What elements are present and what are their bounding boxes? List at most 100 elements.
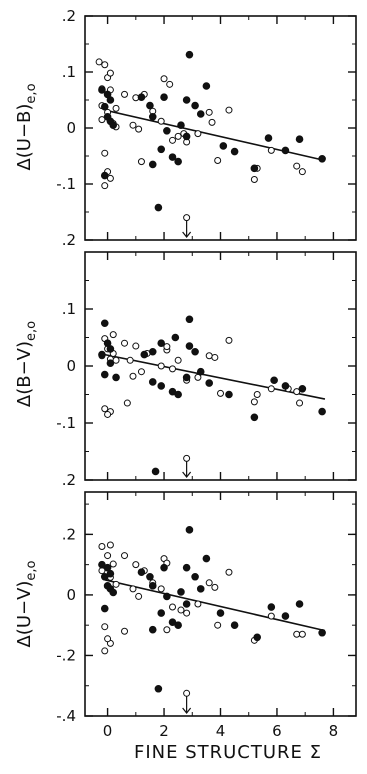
fit-line-ub: [104, 109, 326, 162]
filled-point-bv: [100, 370, 109, 379]
open-point-ub: [160, 75, 168, 83]
filled-point-uv: [230, 621, 239, 629]
open-point-uv: [132, 561, 140, 569]
open-point-uv: [163, 626, 171, 634]
y-tick-label-uv: -.4: [56, 707, 76, 725]
filled-point-bv: [157, 339, 166, 348]
filled-point-bv: [182, 373, 191, 382]
filled-point-ub: [230, 147, 239, 156]
open-point-bv: [194, 373, 202, 381]
open-point-ub: [225, 106, 233, 114]
open-point-ub: [298, 168, 306, 176]
panel-bv: .2 -.1 0 .1 Δ(B−V)e,o: [14, 251, 357, 489]
upper-limit-point-bv: [183, 454, 191, 462]
y-axis-label-uv: Δ(U−V)e,o: [14, 560, 39, 647]
open-point-ub: [194, 130, 202, 138]
open-point-ub: [135, 125, 143, 133]
panel-ub: .2 -.1 0 .1 .2 Δ(U−B)e,o: [14, 7, 357, 249]
filled-point-ub: [219, 142, 228, 150]
open-point-uv: [211, 583, 219, 591]
plot-frame-bv: [84, 251, 357, 481]
open-point-uv: [112, 580, 120, 588]
filled-point-bv: [157, 382, 166, 390]
filled-point-ub: [146, 101, 154, 110]
filled-point-ub: [250, 164, 259, 173]
x-tick-label-uv: 2: [159, 722, 169, 740]
open-point-ub: [106, 174, 114, 182]
y-tick-label-ub: .1: [62, 63, 76, 81]
filled-point-bv: [140, 350, 149, 359]
open-point-ub: [293, 162, 301, 170]
open-point-bv: [157, 362, 165, 370]
open-point-uv: [194, 600, 202, 608]
open-point-ub: [267, 146, 275, 154]
open-point-uv: [267, 612, 275, 620]
open-point-uv: [121, 627, 129, 635]
y-axis-label-bv: Δ(B−V)e,o: [14, 321, 39, 407]
filled-point-uv: [109, 588, 118, 597]
filled-point-uv: [98, 560, 106, 569]
open-point-uv: [129, 585, 137, 593]
open-point-ub: [112, 104, 120, 112]
y-tick-label-bv: 0: [66, 357, 76, 375]
upper-limit-point-ub: [183, 214, 191, 222]
upper-limit-point-uv: [183, 689, 191, 697]
filled-point-ub: [148, 160, 157, 169]
open-point-bv: [225, 336, 233, 344]
open-point-ub: [137, 158, 145, 166]
fit-line-uv: [104, 579, 326, 632]
filled-point-bv: [191, 347, 199, 356]
filled-point-ub: [174, 157, 182, 166]
open-point-bv: [163, 343, 171, 351]
open-point-ub: [166, 80, 174, 88]
filled-point-ub: [148, 113, 157, 121]
filled-point-ub: [168, 153, 177, 161]
y-tick-label-bv: -.1: [56, 414, 76, 432]
open-point-bv: [121, 339, 129, 347]
filled-point-bv: [148, 378, 157, 386]
filled-point-uv: [163, 592, 171, 601]
filled-point-bv: [298, 385, 307, 393]
x-tick-label-uv: 4: [216, 722, 226, 740]
filled-point-uv: [174, 621, 182, 629]
open-point-bv: [126, 356, 134, 364]
filled-point-bv: [148, 347, 157, 356]
filled-point-uv: [253, 633, 261, 642]
x-axis-label: FINE STRUCTURE Σ: [134, 742, 322, 763]
open-point-uv: [121, 552, 129, 560]
filled-point-uv: [216, 609, 225, 617]
open-point-ub: [169, 136, 177, 144]
open-point-bv: [205, 352, 213, 360]
open-point-bv: [123, 399, 131, 407]
filled-point-ub: [281, 146, 290, 155]
filled-point-ub: [100, 171, 109, 180]
y-tick-label-ub: .2: [62, 7, 76, 25]
filled-point-ub: [185, 50, 194, 59]
filled-point-bv: [185, 342, 194, 350]
filled-point-uv: [318, 628, 326, 637]
filled-point-uv: [157, 609, 166, 617]
filled-point-bv: [250, 413, 259, 422]
filled-point-ub: [318, 155, 326, 163]
filled-point-bv: [151, 467, 160, 476]
filled-point-uv: [168, 618, 177, 626]
filled-point-uv: [160, 563, 168, 572]
open-point-uv: [101, 623, 109, 631]
filled-point-ub: [109, 121, 118, 129]
y-tick-label-uv: -.2: [56, 646, 76, 664]
filled-point-uv: [182, 600, 191, 608]
filled-point-ub: [202, 82, 211, 90]
open-point-bv: [217, 389, 224, 397]
open-point-bv: [174, 356, 182, 364]
open-point-uv: [183, 609, 191, 617]
open-point-bv: [109, 331, 117, 339]
open-point-uv: [104, 635, 112, 643]
open-point-ub: [101, 149, 109, 157]
open-point-uv: [101, 647, 109, 655]
open-point-uv: [106, 541, 114, 549]
filled-point-uv: [100, 572, 109, 581]
open-point-bv: [253, 391, 261, 398]
x-tick-label-uv: 0: [103, 722, 113, 740]
open-point-bv: [267, 385, 275, 393]
filled-point-ub: [182, 96, 191, 104]
